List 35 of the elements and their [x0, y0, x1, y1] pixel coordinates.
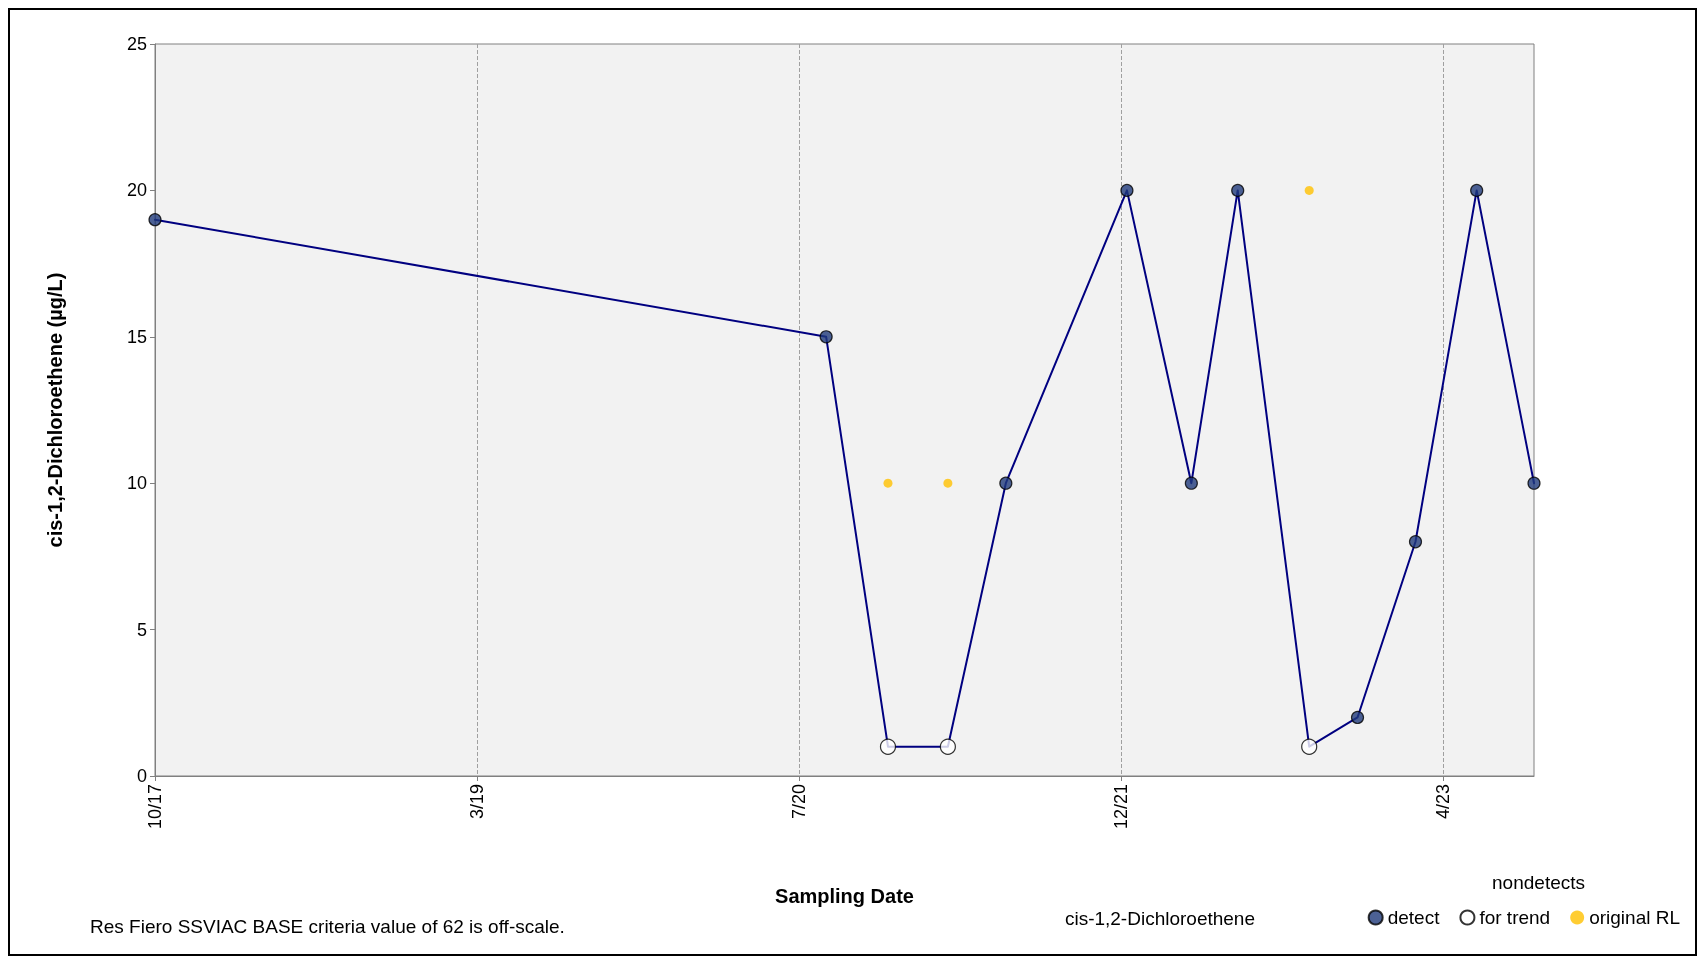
x-tick-label: 12/21 — [1111, 784, 1132, 830]
point — [1184, 476, 1198, 490]
y-axis-title: cis-1,2-Dichloroethene (µg/L) — [44, 272, 66, 548]
point — [1301, 738, 1318, 755]
point — [1120, 183, 1134, 197]
x-axis-title: Sampling Date — [775, 885, 914, 907]
text: nondetects — [1492, 872, 1586, 893]
point — [943, 478, 953, 488]
x-tick-label: 10/17 — [145, 784, 165, 830]
point — [1231, 183, 1245, 197]
point — [1408, 535, 1423, 549]
point — [883, 478, 893, 488]
point — [1527, 476, 1541, 490]
x-tick-label: 7/20 — [789, 784, 810, 820]
legend-label: detect — [1387, 907, 1441, 928]
x-tick-label: 4/23 — [1433, 784, 1454, 820]
point — [999, 476, 1013, 490]
x-tick-label: 3/19 — [467, 784, 488, 820]
legend-label: original RL — [1589, 907, 1680, 928]
legend-title: cis-1,2-Dichloroethene — [1064, 908, 1255, 929]
y-tick-label: 10 — [126, 473, 147, 494]
point — [879, 738, 897, 755]
point — [939, 738, 956, 755]
y-tick-label: 0 — [136, 766, 147, 786]
point — [819, 330, 833, 344]
y-tick-label: 25 — [126, 34, 147, 54]
y-tick-label: 5 — [136, 619, 147, 640]
point — [148, 213, 162, 227]
y-tick-label: 15 — [126, 326, 147, 347]
legend-label: for trend — [1479, 907, 1551, 928]
point — [1470, 183, 1484, 197]
point — [1304, 185, 1314, 195]
text: Res Fiero SSVIAC BASE criteria value of 62 is off-scale. — [90, 916, 565, 937]
y-tick-label: 20 — [126, 180, 147, 201]
point — [1350, 710, 1365, 725]
